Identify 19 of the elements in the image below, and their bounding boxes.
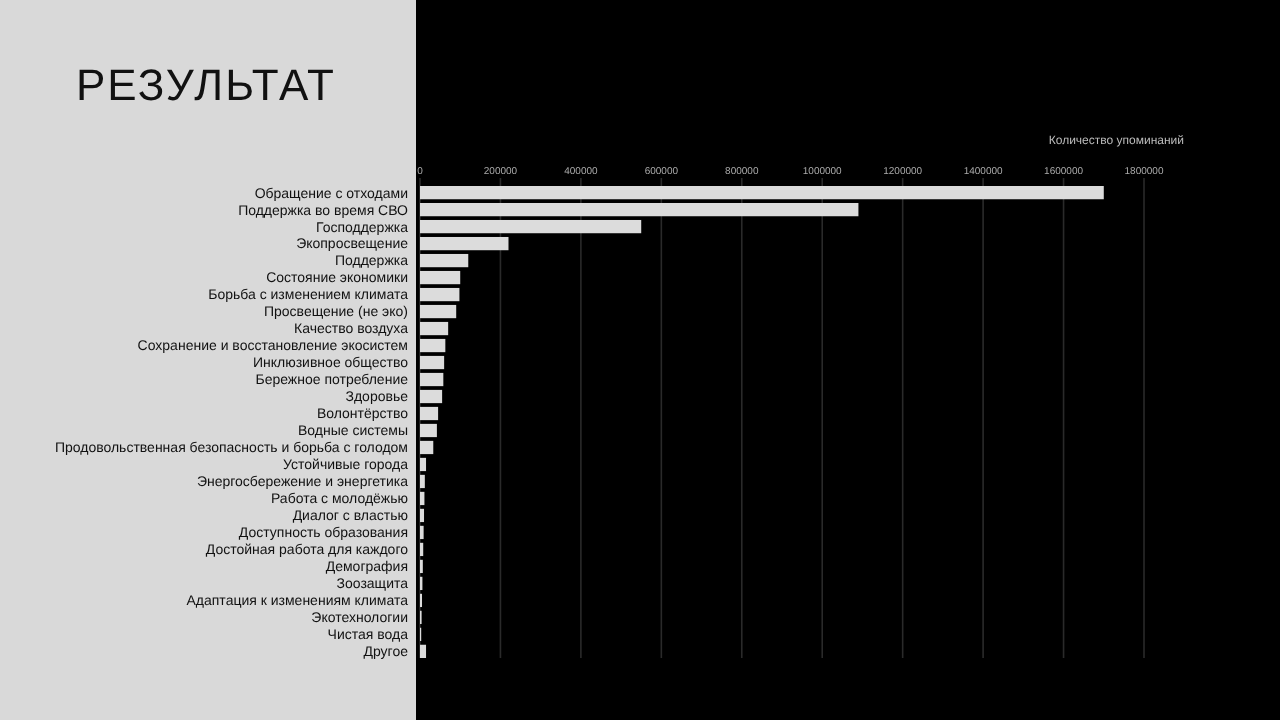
bar bbox=[420, 406, 439, 421]
bar bbox=[420, 236, 509, 251]
bar bbox=[420, 304, 457, 319]
bar bbox=[420, 270, 461, 285]
bar bbox=[420, 440, 434, 455]
bar bbox=[420, 321, 449, 336]
bar bbox=[420, 186, 1104, 200]
bar bbox=[420, 423, 437, 438]
bar bbox=[420, 219, 642, 234]
bar bbox=[420, 202, 859, 217]
bar bbox=[420, 355, 445, 370]
bar bbox=[420, 644, 427, 658]
bar bbox=[420, 287, 460, 302]
bar bbox=[420, 338, 446, 353]
bar bbox=[420, 253, 469, 268]
bar bbox=[420, 457, 427, 472]
bar bbox=[420, 389, 443, 404]
bar bbox=[420, 372, 444, 387]
chart-title: РЕЗУЛЬТАТ bbox=[76, 60, 336, 110]
